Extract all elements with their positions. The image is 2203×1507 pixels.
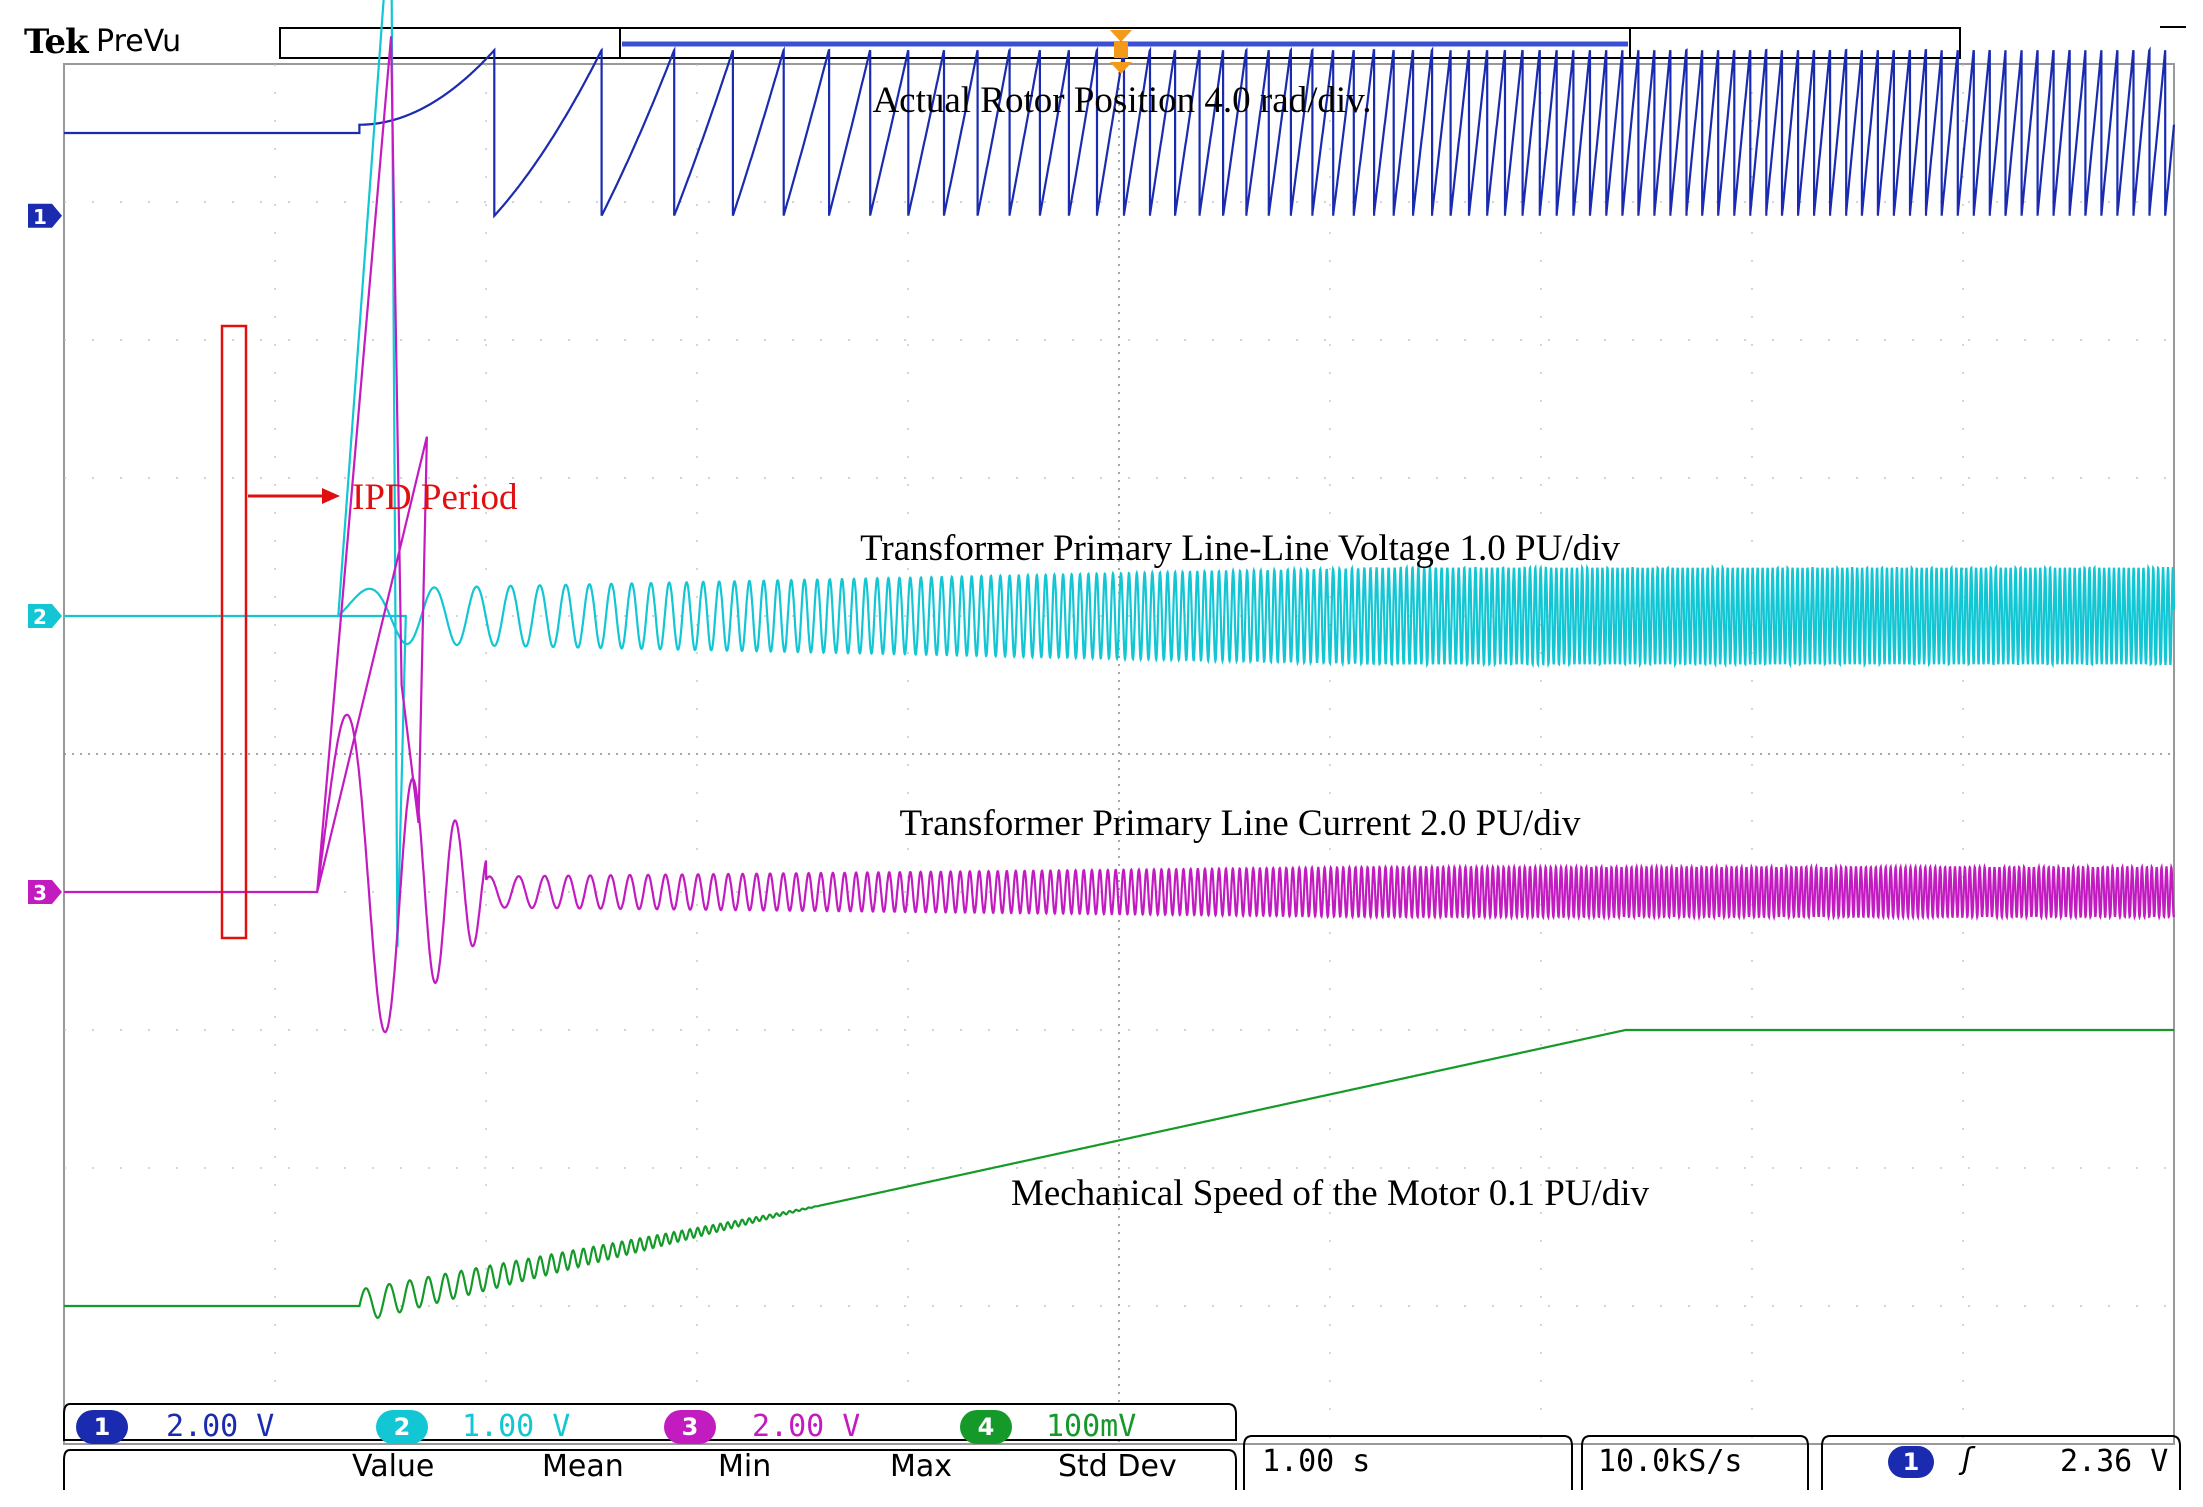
ch4-badge[interactable]: 4 [960,1410,1012,1444]
ch3-ground-marker[interactable]: 3 [28,880,62,905]
ch4-scale: 100mV [1046,1409,1137,1444]
trace-motor-speed [64,1028,2174,1320]
trigger-level: 2.36 V [2060,1444,2169,1479]
measure-header-stddev: Std Dev [1058,1449,1177,1484]
ch2-badge[interactable]: 2 [376,1410,428,1444]
ch4-ground-marker[interactable]: 4 [33,0,47,5]
trace-label-line-current: Transformer Primary Line Current 2.0 PU/… [900,803,1581,844]
trace-rotor-position [64,46,2176,219]
ch1-ground-marker[interactable]: 1 [28,203,62,229]
mode-label: PreVu [96,24,182,59]
timebase-value: 1.00 s [1262,1444,1371,1479]
ch1-badge[interactable]: 1 [76,1410,128,1444]
ch2-ground-marker[interactable]: 2 [28,604,62,629]
ch2-marker-label: 2 [33,605,47,629]
measurement-bar [63,1449,1237,1490]
ipd-period-box [220,324,248,940]
trace-label-motor-speed: Mechanical Speed of the Motor 0.1 PU/div [1011,1173,1650,1214]
ch3-badge[interactable]: 3 [664,1410,716,1444]
trigger-position-marker-lower [1110,62,1132,74]
measure-header-min: Min [718,1449,772,1484]
ch1-scale: 2.00 V [166,1409,275,1444]
sample-rate-box[interactable] [1581,1435,1809,1490]
trigger-slope-icon: ʃ [1962,1442,1973,1477]
ch1-marker-label: 1 [33,205,47,229]
trace-line-voltage [64,0,2176,948]
trigger-position-flag [1114,42,1128,58]
measure-header-max: Max [890,1449,953,1484]
ch3-marker-label: 3 [33,881,47,905]
trigger-source-badge[interactable]: 1 [1888,1446,1934,1478]
trigger-position-marker[interactable] [1110,30,1132,42]
ipd-arrow-head [322,488,340,504]
trace-label-line-voltage: Transformer Primary Line-Line Voltage 1.… [860,528,1620,569]
measure-header-mean: Mean [542,1449,624,1484]
timebase-box[interactable] [1243,1435,1573,1490]
brand-logo: Tek [24,22,89,62]
ipd-period-label: IPD Period [352,477,518,518]
trace-line-current [64,36,2176,1034]
trigger-box[interactable] [1821,1435,2181,1490]
trace-label-rotor-position: Actual Rotor Position 4.0 rad/div. [872,80,1371,121]
graticule-grid [64,64,2174,1444]
ch3-scale: 2.00 V [752,1409,861,1444]
ch2-scale: 1.00 V [462,1409,571,1444]
ch4-marker-label: 4 [33,0,47,5]
sample-rate-value: 10.0kS/s [1598,1444,1743,1479]
channel-scale-bar [63,1403,1237,1441]
measure-header-value: Value [352,1449,435,1484]
